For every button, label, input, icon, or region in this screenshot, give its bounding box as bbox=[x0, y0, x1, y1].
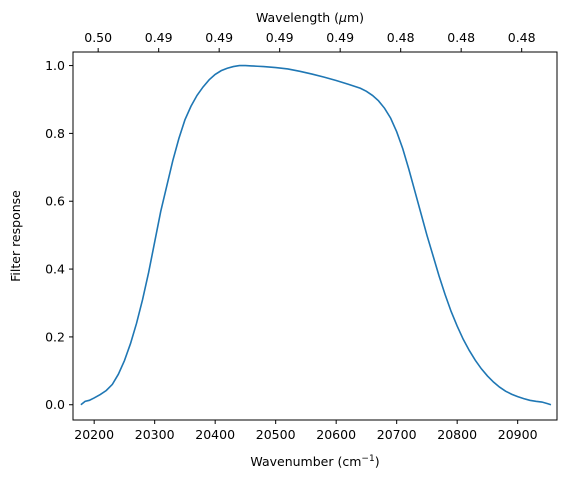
x-tick-label: 20800 bbox=[437, 427, 477, 442]
top-x-axis: 0.50 0.49 0.49 0.49 0.49 0.48 0.48 0.48 bbox=[84, 30, 536, 52]
y-tick-label: 0.4 bbox=[45, 262, 65, 277]
x-axis-title: Wavenumber (cm−1) bbox=[250, 454, 379, 469]
x-tick-label: 20900 bbox=[498, 427, 538, 442]
top-tick-label: 0.48 bbox=[447, 30, 475, 45]
bottom-x-axis: 20200 20300 20400 20500 20600 20700 20800 20900 bbox=[74, 420, 538, 442]
y-axis: 0.0 0.2 0.4 0.6 0.8 1.0 bbox=[45, 58, 73, 412]
x-tick-label: 20500 bbox=[256, 427, 296, 442]
top-tick-label: 0.49 bbox=[326, 30, 354, 45]
top-tick-label: 0.48 bbox=[508, 30, 536, 45]
x-tick-label: 20400 bbox=[195, 427, 235, 442]
y-tick-label: 0.0 bbox=[45, 397, 65, 412]
top-axis-title: Wavelength (μm) bbox=[256, 10, 364, 25]
top-tick-label: 0.49 bbox=[266, 30, 294, 45]
top-tick-label: 0.49 bbox=[205, 30, 233, 45]
y-tick-label: 1.0 bbox=[45, 58, 65, 73]
plot-frame bbox=[72, 51, 558, 421]
series-line bbox=[80, 64, 552, 406]
x-tick-label: 20300 bbox=[135, 427, 175, 442]
x-tick-label: 20600 bbox=[316, 427, 356, 442]
y-axis-title: Filter response bbox=[8, 190, 23, 282]
y-tick-label: 0.8 bbox=[45, 126, 65, 141]
x-tick-label: 20200 bbox=[74, 427, 114, 442]
y-tick-label: 0.2 bbox=[45, 329, 65, 344]
top-tick-label: 0.49 bbox=[145, 30, 173, 45]
y-tick-label: 0.6 bbox=[45, 194, 65, 209]
top-tick-label: 0.48 bbox=[387, 30, 415, 45]
x-tick-label: 20700 bbox=[377, 427, 417, 442]
top-tick-label: 0.50 bbox=[84, 30, 112, 45]
